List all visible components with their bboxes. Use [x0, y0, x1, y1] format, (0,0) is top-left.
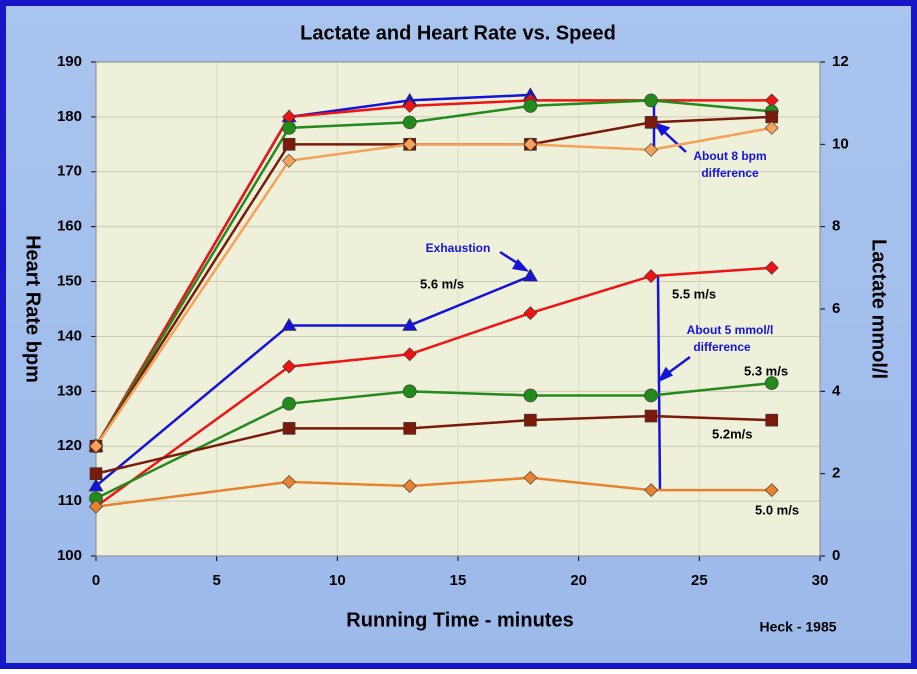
series-line [95, 274, 531, 487]
annotation: Exhaustion [426, 241, 491, 255]
point [282, 422, 296, 435]
y2-tick-label: 8 [832, 218, 840, 235]
point [523, 470, 538, 485]
point [764, 260, 779, 275]
series-label: 5.3 m/s [744, 363, 788, 378]
x-axis-label: Running Time - minutes [346, 609, 573, 631]
x-tick-label: 0 [92, 572, 100, 589]
x-tick-label: 10 [329, 572, 346, 589]
point [764, 376, 779, 390]
point [522, 268, 538, 282]
point [282, 153, 296, 168]
y-tick-label: 150 [57, 273, 82, 290]
point [281, 317, 297, 331]
y2-tick-label: 2 [832, 465, 840, 482]
annotation: About 5 mmol/l [687, 323, 774, 337]
series-line [95, 381, 772, 500]
point [644, 142, 658, 157]
point [644, 388, 658, 403]
y2-tick-label: 12 [832, 53, 849, 70]
y-tick-label: 190 [57, 53, 82, 70]
y2-axis-label: Lactate mmol/l [868, 239, 890, 379]
series-label: 5.5 m/s [672, 286, 716, 301]
x-tick-label: 30 [812, 572, 829, 589]
y-tick-label: 170 [57, 163, 82, 180]
point [282, 138, 296, 151]
point [644, 269, 658, 283]
point [764, 120, 779, 135]
annotation: About 8 bpm [693, 149, 766, 163]
series-line [94, 99, 772, 447]
chart-title: Lactate and Heart Rate vs. Speed [300, 22, 616, 44]
x-tick-label: 15 [450, 572, 467, 589]
point [282, 474, 296, 489]
point [402, 317, 418, 331]
point [89, 467, 103, 480]
point [764, 483, 779, 498]
annotation: difference [693, 340, 751, 354]
point [282, 359, 296, 374]
point [644, 116, 658, 129]
y2-tick-label: 10 [832, 135, 849, 152]
y-tick-label: 100 [57, 547, 82, 564]
y-axis-label: Heart Rate bpm [22, 235, 44, 383]
y-tick-label: 110 [58, 492, 82, 509]
annotation: Heck - 1985 [759, 619, 836, 635]
point [402, 384, 417, 399]
series-label: 5.0 m/s [755, 502, 799, 517]
series-line [95, 476, 772, 508]
point [402, 98, 417, 113]
series-line [95, 414, 772, 475]
point [644, 93, 658, 108]
series-line [95, 266, 772, 508]
point [402, 479, 417, 493]
point [88, 478, 104, 492]
point [402, 137, 417, 152]
point [282, 121, 296, 135]
plot-border [95, 61, 821, 557]
x-tick-label: 25 [691, 572, 708, 589]
point [402, 115, 417, 130]
y2-tick-label: 4 [832, 382, 841, 399]
point [523, 137, 538, 152]
annotation: difference [701, 166, 759, 180]
series-label: 5.2m/s [712, 426, 752, 441]
y2-tick-label: 0 [832, 547, 840, 564]
marks [88, 87, 779, 514]
y-tick-label: 120 [57, 437, 82, 454]
point [523, 99, 538, 113]
series-line [94, 126, 772, 447]
x-tick-label: 20 [570, 572, 587, 589]
point [89, 499, 103, 514]
point [89, 439, 103, 454]
point [402, 347, 417, 362]
point [523, 388, 538, 403]
y-tick-label: 130 [57, 382, 82, 399]
y-tick-label: 180 [57, 108, 82, 125]
point [524, 413, 537, 427]
y-tick-label: 140 [57, 327, 82, 344]
x-tick-label: 5 [212, 572, 220, 589]
grid [91, 61, 825, 561]
point [282, 396, 296, 411]
point [403, 422, 417, 435]
y-tick-label: 160 [57, 218, 82, 235]
point [523, 306, 538, 321]
series-line [94, 99, 772, 447]
series-label: 5.6 m/s [420, 276, 464, 291]
point [644, 483, 658, 498]
point [765, 413, 779, 427]
point [644, 409, 658, 423]
y2-tick-label: 6 [832, 300, 840, 317]
annotation-pointers [499, 98, 691, 491]
